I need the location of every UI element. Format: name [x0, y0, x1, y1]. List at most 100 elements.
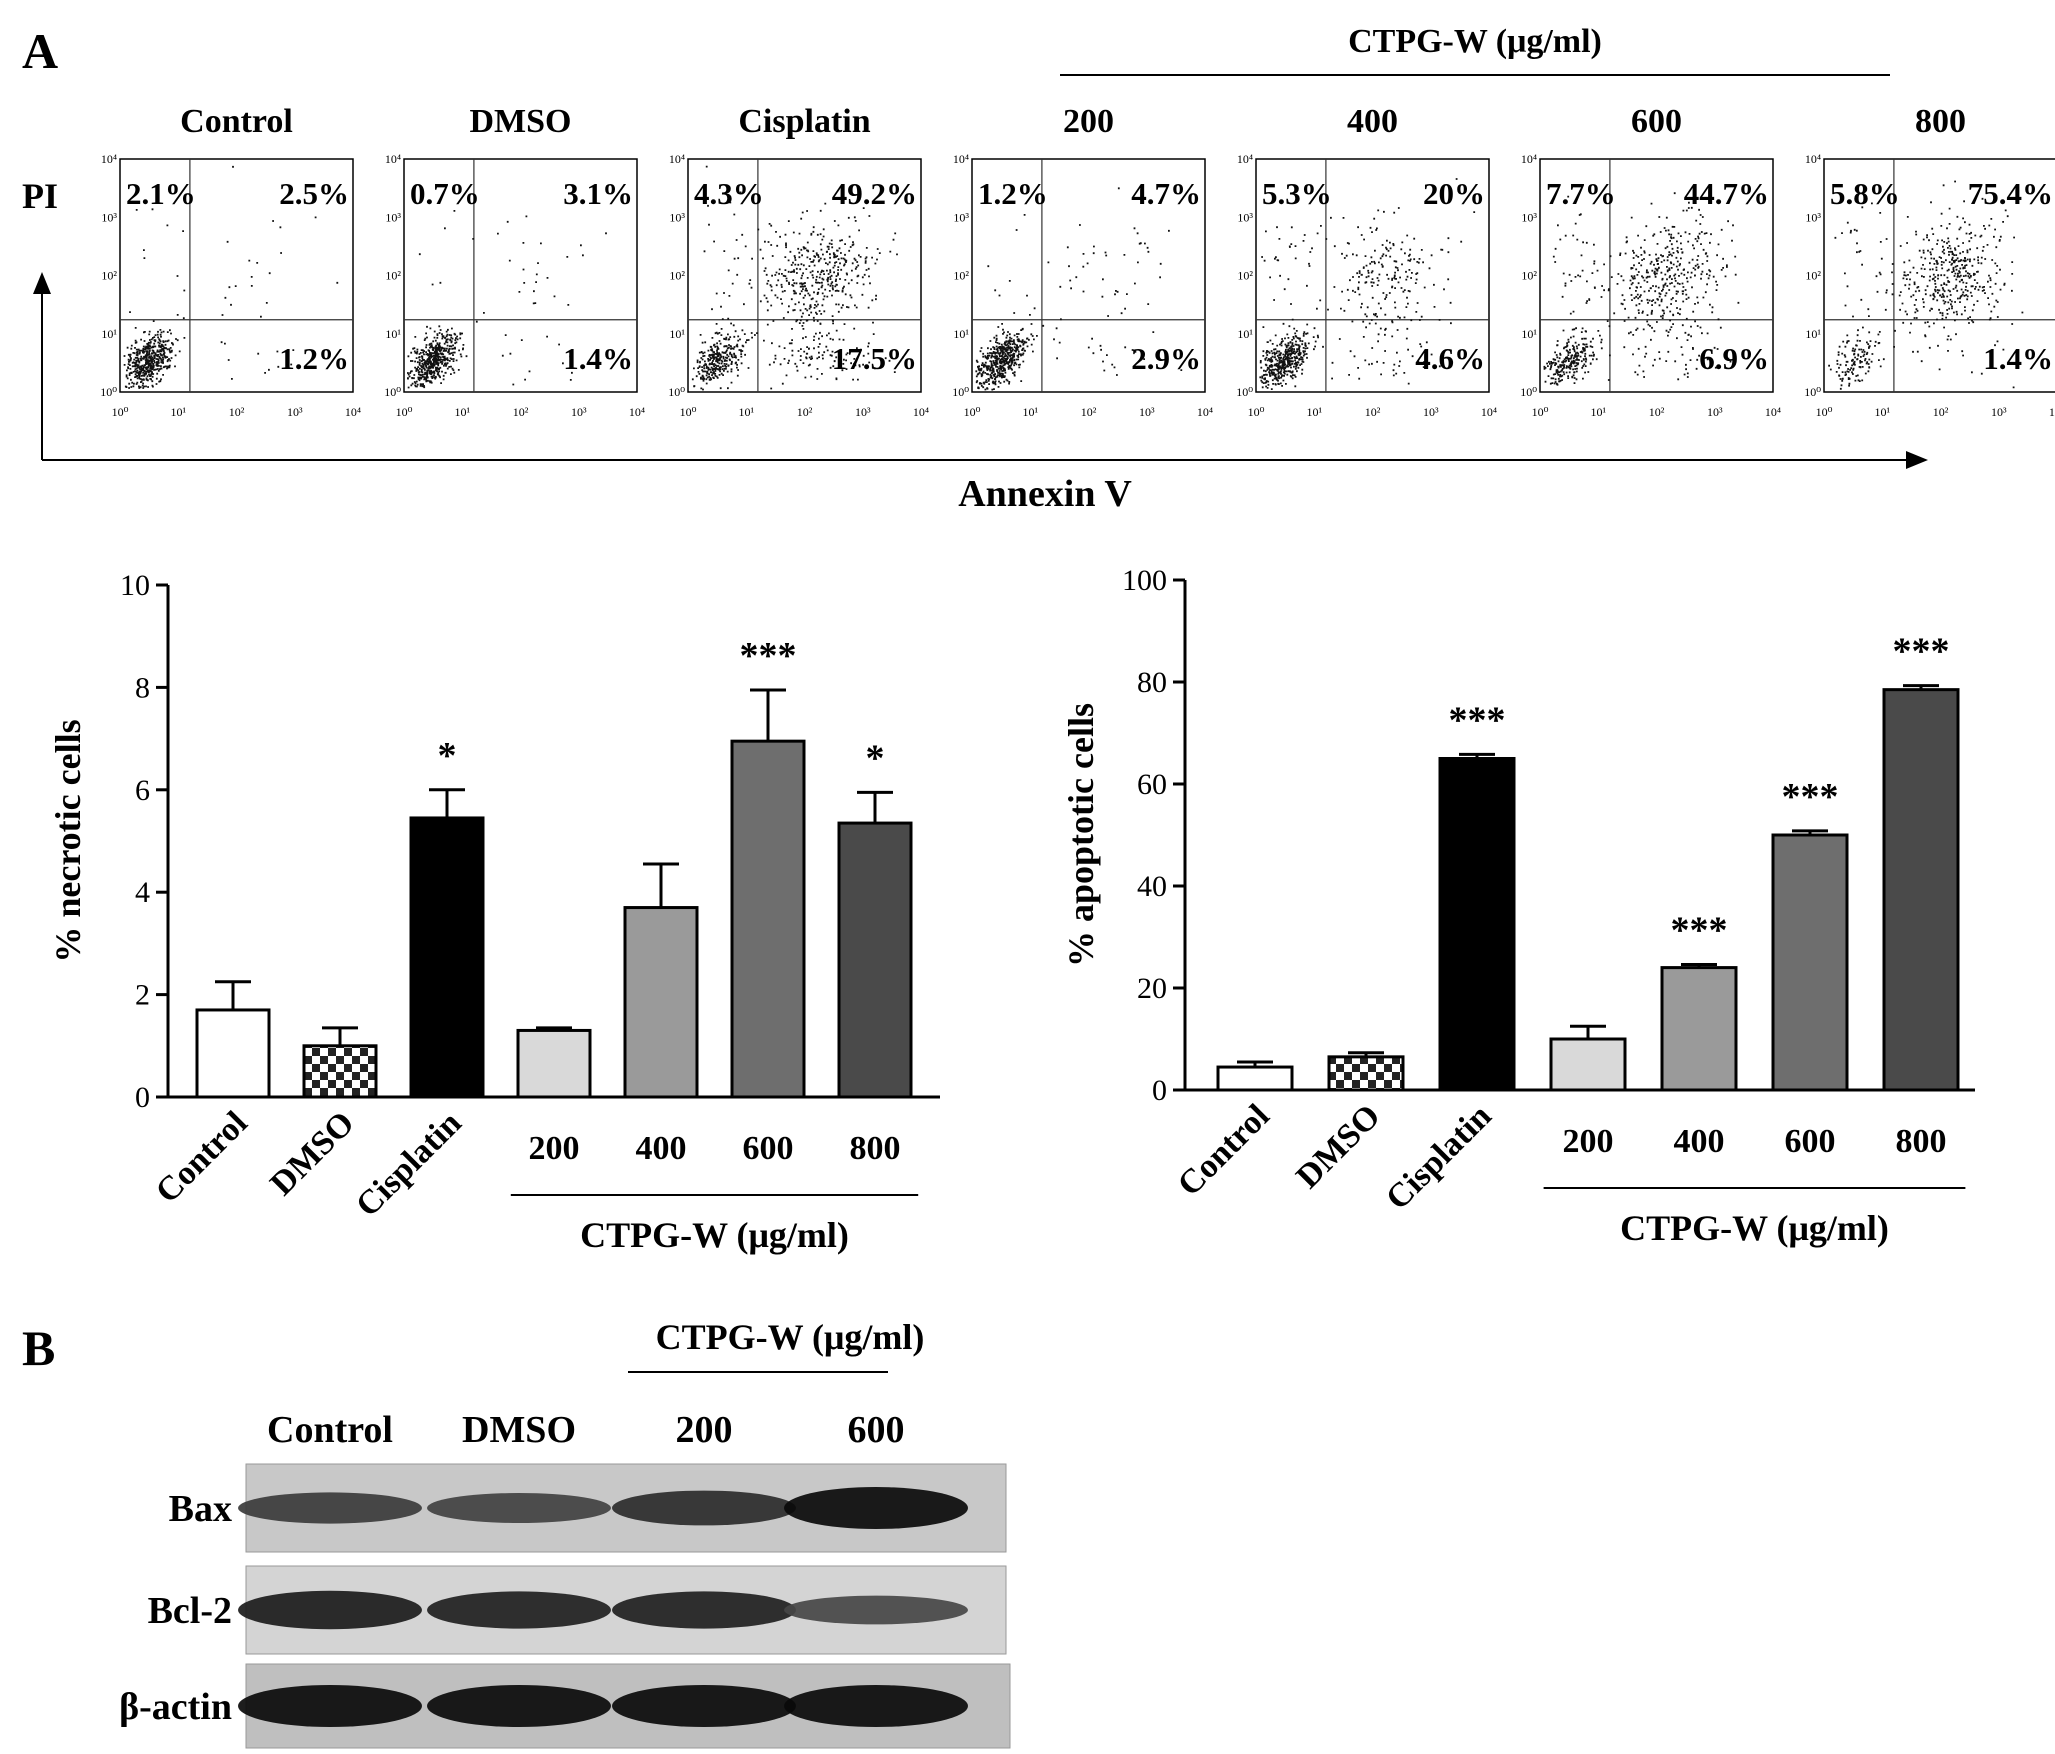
flow-plot-title: 200	[1063, 103, 1114, 140]
quadrant-lr-value: 6.9%	[1699, 341, 1769, 376]
flow-y-tick: 10¹	[1521, 327, 1537, 341]
flow-event-dots	[691, 165, 904, 391]
blot-band-0	[238, 1590, 422, 1630]
flow-cytometry-panel: CTPG-W (μg/ml) PI Annexin V Control 2.1% 2…	[22, 23, 2055, 515]
flow-x-tick: 10¹	[738, 405, 754, 419]
flow-x-tick: 10²	[797, 405, 813, 419]
significance-mark-5: ***	[740, 635, 797, 677]
bar-4	[1660, 966, 1738, 1092]
flow-plot-2: Cisplatin 4.3% 49.2% 17.5% 10⁰ 10⁰ 10¹ 10¹ 10² 10…	[668, 103, 929, 419]
apoptotic-bar-chart: 0 20 40 60 80 100 % apoptotic cells Control DMSO…	[1061, 564, 1975, 1248]
flow-x-tick: 10³	[1139, 405, 1155, 419]
category-label-5: 600	[1785, 1123, 1836, 1160]
bar-4	[623, 906, 699, 1099]
blot-row-label: β-actin	[119, 1686, 232, 1728]
flow-x-tick: 10⁰	[396, 405, 413, 419]
western-blot-panel: CTPG-W (μg/ml) Control DMSO 200 600 Bax Bcl-2…	[119, 1317, 1011, 1749]
quadrant-ul-value: 1.2%	[978, 176, 1048, 211]
quadrant-lr-value: 4.6%	[1415, 341, 1485, 376]
category-label-2: Cisplatin	[1379, 1097, 1499, 1217]
bar-3	[1549, 1037, 1627, 1092]
flow-x-tick: 10³	[1423, 405, 1439, 419]
blot-band-3	[784, 1595, 968, 1625]
quadrant-ur-value: 20%	[1423, 176, 1485, 211]
flow-x-tick: 10⁴	[1481, 405, 1497, 419]
flow-x-tick: 10³	[855, 405, 871, 419]
bar-2	[1438, 757, 1516, 1092]
flow-y-tick: 10⁰	[100, 385, 117, 399]
blot-row-label: Bax	[169, 1488, 232, 1530]
flow-y-tick: 10³	[101, 210, 117, 224]
quadrant-ul-value: 7.7%	[1546, 176, 1616, 211]
flow-x-tick: 10²	[1365, 405, 1381, 419]
flow-y-tick: 10⁰	[384, 385, 401, 399]
flow-y-tick: 10²	[953, 269, 969, 283]
y-axis-label: % apoptotic cells	[1061, 703, 1101, 967]
flow-x-tick: 10⁰	[1816, 405, 1833, 419]
blot-row-label: Bcl-2	[148, 1590, 232, 1632]
significance-mark-6: *	[866, 737, 885, 779]
quadrant-ur-value: 4.7%	[1131, 176, 1201, 211]
flow-plot-3: 200 1.2% 4.7% 2.9% 10⁰ 10⁰ 10¹ 10¹ 10² 10² 10³ 10³ 1…	[952, 103, 1213, 419]
flow-plot-4: 400 5.3% 20% 4.6% 10⁰ 10⁰ 10¹ 10¹ 10² 10² 10³ 10³ 10…	[1236, 103, 1497, 419]
flow-x-tick: 10¹	[1590, 405, 1606, 419]
category-label-1: DMSO	[1289, 1097, 1387, 1195]
quadrant-ur-value: 75.4%	[1968, 176, 2053, 211]
flow-plot-title: Cisplatin	[738, 103, 870, 140]
category-label-6: 800	[850, 1130, 901, 1167]
quadrant-ur-value: 44.7%	[1684, 176, 1769, 211]
flow-x-tick: 10²	[1933, 405, 1949, 419]
flow-plot-title: 800	[1915, 103, 1966, 140]
flow-y-tick: 10²	[101, 269, 117, 283]
flow-event-dots	[407, 210, 607, 389]
y-tick-label: 20	[1137, 972, 1167, 1005]
bar-5	[730, 739, 806, 1099]
y-tick-label: 4	[135, 876, 150, 909]
quadrant-ul-value: 4.3%	[694, 176, 764, 211]
flow-y-tick: 10¹	[1805, 327, 1821, 341]
flow-y-tick: 10¹	[1237, 327, 1253, 341]
bar-1	[1327, 1055, 1405, 1092]
quadrant-lr-value: 1.4%	[1983, 341, 2053, 376]
flow-y-tick: 10⁰	[1804, 385, 1821, 399]
flow-y-tick: 10⁴	[385, 152, 401, 166]
bar-1	[302, 1044, 378, 1099]
blot-row-0: Bax	[169, 1463, 1007, 1553]
bar-0	[1216, 1065, 1294, 1092]
quadrant-ur-value: 49.2%	[832, 176, 917, 211]
flow-x-tick: 10²	[513, 405, 529, 419]
quadrant-ul-value: 5.8%	[1830, 176, 1900, 211]
flow-plot-5: 600 7.7% 44.7% 6.9% 10⁰ 10⁰ 10¹ 10¹ 10² 10² 10³ 10³…	[1520, 103, 1781, 419]
flow-plot-frame	[1823, 158, 2055, 393]
bar-6	[837, 821, 913, 1099]
flow-y-tick: 10⁰	[1520, 385, 1537, 399]
flow-y-tick: 10⁴	[1521, 152, 1537, 166]
flow-y-tick: 10³	[953, 210, 969, 224]
quadrant-lr-value: 1.2%	[279, 341, 349, 376]
significance-mark-4: ***	[1671, 910, 1728, 952]
quadrant-lr-value: 1.4%	[563, 341, 633, 376]
blot-band-1	[427, 1685, 611, 1727]
flow-x-tick: 10²	[1081, 405, 1097, 419]
panel-b-label: B	[22, 1320, 55, 1376]
flow-x-tick: 10⁴	[1197, 405, 1213, 419]
flow-event-dots	[1259, 178, 1476, 390]
flow-y-tick: 10⁴	[953, 152, 969, 166]
flow-y-tick: 10²	[669, 269, 685, 283]
flow-y-tick: 10¹	[101, 327, 117, 341]
flow-y-tick: 10³	[1805, 210, 1821, 224]
blot-group-label: CTPG-W (μg/ml)	[656, 1317, 925, 1357]
group-label: CTPG-W (μg/ml)	[1620, 1208, 1889, 1248]
category-label-3: 200	[529, 1130, 580, 1167]
flow-events	[407, 210, 607, 389]
flow-plot-title: DMSO	[470, 103, 572, 140]
flow-x-axis-label: Annexin V	[958, 473, 1132, 515]
y-tick-label: 60	[1137, 768, 1167, 801]
flow-plot-title: 400	[1347, 103, 1398, 140]
y-tick-label: 100	[1122, 564, 1167, 597]
quadrant-ul-value: 5.3%	[1262, 176, 1332, 211]
y-tick-label: 0	[1152, 1074, 1167, 1107]
flow-x-tick: 10⁴	[1765, 405, 1781, 419]
blot-row-1: Bcl-2	[148, 1565, 1007, 1655]
flow-plot-title: 600	[1631, 103, 1682, 140]
